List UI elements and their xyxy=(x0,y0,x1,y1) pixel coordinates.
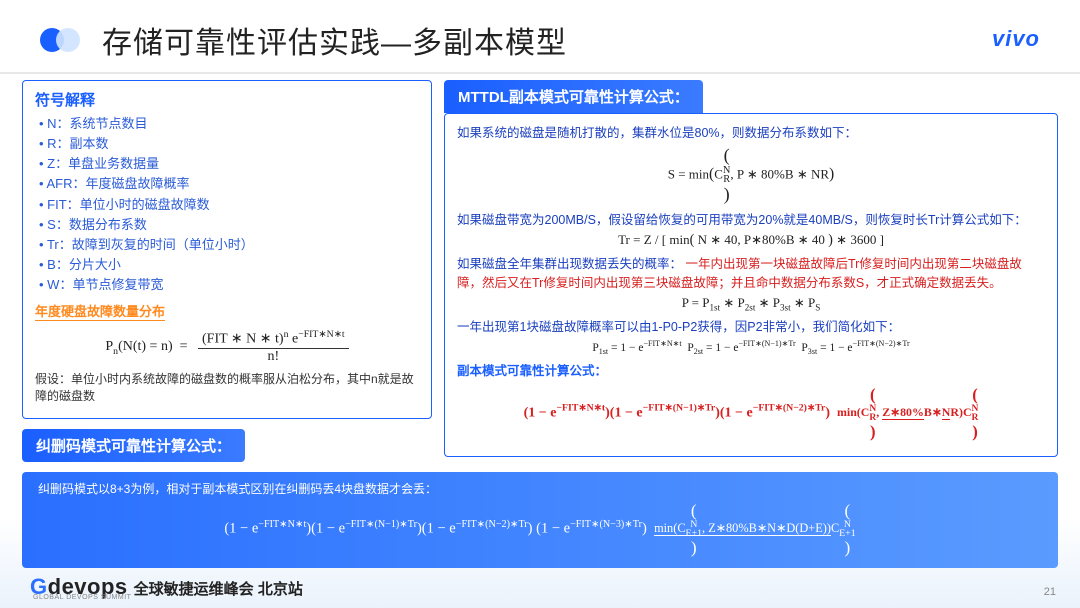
symbols-heading: 符号解释 xyxy=(35,89,419,110)
slide: 存储可靠性评估实践—多副本模型 vivo 符号解释 N：系统节点数目 R：副本数… xyxy=(0,0,1080,608)
text-span: 如果磁盘全年集群出现数据丢失的概率： xyxy=(457,257,682,271)
ec-banner: 纠删码模式可靠性计算公式： xyxy=(22,429,245,462)
formula-p: P = P1st ∗ P2st ∗ P3st ∗ PS xyxy=(457,293,1045,317)
left-column: 符号解释 N：系统节点数目 R：副本数 Z：单盘业务数据量 AFR：年度磁盘故障… xyxy=(22,80,432,462)
list-item: W：单节点修复带宽 xyxy=(39,275,419,295)
list-item: N：系统节点数目 xyxy=(39,114,419,134)
formula-s: S = min(CNR, P ∗ 80%B ∗ NR) xyxy=(457,143,1045,210)
footer-sub: 全球敏捷运维峰会 北京站 xyxy=(134,578,303,599)
brand-logo: vivo xyxy=(992,26,1040,52)
numerator: (FIT ∗ N ∗ t)n e−FIT∗N∗t xyxy=(198,329,349,349)
page-number: 21 xyxy=(1044,586,1056,598)
replica-formula: (1 − e−FIT∗N∗t)(1 − e−FIT∗(N−1)∗Tr)(1 − … xyxy=(457,381,1045,446)
fraction: (FIT ∗ N ∗ t)n e−FIT∗N∗t n! xyxy=(198,329,349,365)
assumption-note: 假设：单位小时内系统故障的磁盘数的概率服从泊松分布，其中n就是故障的磁盘数 xyxy=(35,369,419,408)
list-item: FIT：单位小时的磁盘故障数 xyxy=(39,195,419,215)
mttdl-box: 如果系统的磁盘是随机打散的，集群水位是80%，则数据分布系数如下： S = mi… xyxy=(444,113,1058,457)
list-item: AFR：年度磁盘故障概率 xyxy=(39,174,419,194)
list-item: B：分片大小 xyxy=(39,255,419,275)
text-line: 如果磁盘带宽为200MB/S，假设留给恢复的可用带宽为20%就是40MB/S，则… xyxy=(457,211,1045,230)
poisson-formula: Pn(N(t) = n) = (FIT ∗ N ∗ t)n e−FIT∗N∗t … xyxy=(35,325,419,369)
list-item: S：数据分布系数 xyxy=(39,215,419,235)
text-line: 一年出现第1块磁盘故障概率可以由1-P0-P2获得，因P2非常小，我们简化如下： xyxy=(457,318,1045,337)
text-line: 如果系统的磁盘是随机打散的，集群水位是80%，则数据分布系数如下： xyxy=(457,124,1045,143)
list-item: Z：单盘业务数据量 xyxy=(39,154,419,174)
mttdl-banner: MTTDL副本模式可靠性计算公式： xyxy=(444,80,703,113)
formula-left: Pn(N(t) = n) = xyxy=(105,339,194,354)
content-row: 符号解释 N：系统节点数目 R：副本数 Z：单盘业务数据量 AFR：年度磁盘故障… xyxy=(0,80,1080,462)
list-item: R：副本数 xyxy=(39,134,419,154)
header: 存储可靠性评估实践—多副本模型 vivo xyxy=(0,0,1080,72)
ec-formula: (1 − e−FIT∗N∗t)(1 − e−FIT∗(N−1)∗Tr)(1 − … xyxy=(38,501,1042,559)
ec-note: 纠删码模式以8+3为例，相对于副本模式区别在纠删码丢4块盘数据才会丢： xyxy=(38,480,1042,497)
denominator: n! xyxy=(198,349,349,365)
list-item: Tr：故障到灰复的时间（单位小时） xyxy=(39,235,419,255)
formula-p123: P1st = 1 − e−FIT∗N∗t P2st = 1 − e−FIT∗(N… xyxy=(457,337,1045,360)
footer-tiny: GLOBAL DEVOPS SUMMIT xyxy=(33,594,131,601)
annual-heading: 年度硬盘故障数量分布 xyxy=(35,301,165,321)
logo-icon xyxy=(40,25,84,55)
footer: Gdevops 全球敏捷运维峰会 北京站 GLOBAL DEVOPS SUMMI… xyxy=(0,574,1080,600)
text-line: 如果磁盘全年集群出现数据丢失的概率： 一年内出现第一块磁盘故障后Tr修复时间内出… xyxy=(457,255,1045,293)
divider xyxy=(0,72,1080,74)
symbols-box: 符号解释 N：系统节点数目 R：副本数 Z：单盘业务数据量 AFR：年度磁盘故障… xyxy=(22,80,432,419)
ec-formula-row: 纠删码模式以8+3为例，相对于副本模式区别在纠删码丢4块盘数据才会丢： (1 −… xyxy=(22,472,1058,569)
slide-title: 存储可靠性评估实践—多副本模型 xyxy=(102,18,567,62)
formula-tr: Tr = Z / [ min( N ∗ 40, P∗80%B ∗ 40 ) ∗ … xyxy=(457,230,1045,253)
right-column: MTTDL副本模式可靠性计算公式： 如果系统的磁盘是随机打散的，集群水位是80%… xyxy=(444,80,1058,462)
symbols-list: N：系统节点数目 R：副本数 Z：单盘业务数据量 AFR：年度磁盘故障概率 FI… xyxy=(35,114,419,295)
replica-heading: 副本模式可靠性计算公式： xyxy=(457,362,1045,381)
